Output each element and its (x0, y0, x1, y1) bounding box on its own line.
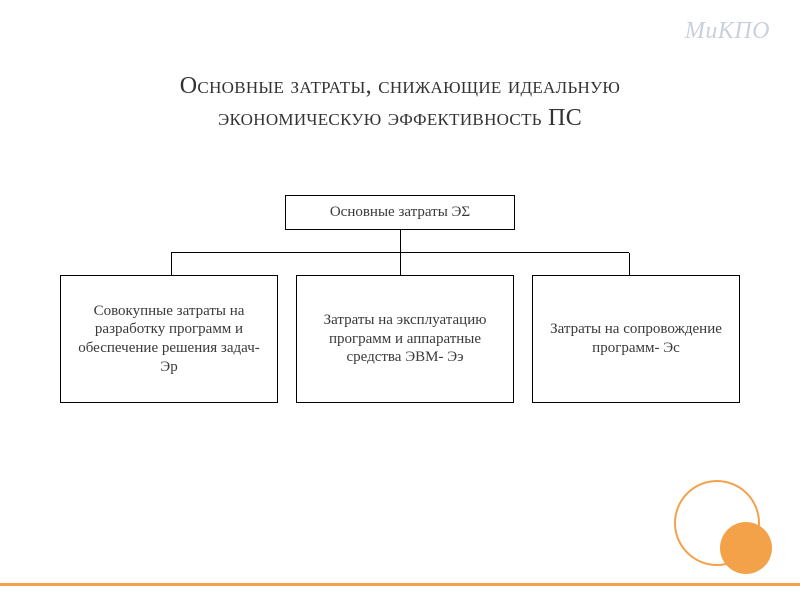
connector-vertical-root (400, 230, 401, 252)
tree-child-node-2: Затраты на эксплуатацию программ и аппар… (296, 275, 514, 403)
title-line-2: экономическую эффективность ПС (218, 105, 582, 131)
slide-title: Основные затраты, снижающие идеальную эк… (0, 70, 800, 135)
tree-child-node-1: Совокупные затраты на разработку програм… (60, 275, 278, 403)
tree-diagram: Основные затраты ЭΣ Совокупные затраты н… (60, 195, 740, 403)
connector-drops (60, 253, 740, 275)
connector-drop-3 (629, 253, 630, 275)
decor-bottom-line (0, 583, 800, 586)
decor-circle-fill (720, 522, 772, 574)
tree-children-row: Совокупные затраты на разработку програм… (60, 275, 740, 403)
tree-child-node-3: Затраты на сопровождение программ- Эс (532, 275, 740, 403)
tree-root-node: Основные затраты ЭΣ (285, 195, 515, 230)
connector-drop-1 (171, 253, 172, 275)
title-line-1: Основные затраты, снижающие идеальную (180, 73, 620, 99)
watermark-text: МиКПО (685, 18, 770, 45)
slide: МиКПО Основные затраты, снижающие идеаль… (0, 0, 800, 600)
connector-drop-2 (400, 253, 401, 275)
